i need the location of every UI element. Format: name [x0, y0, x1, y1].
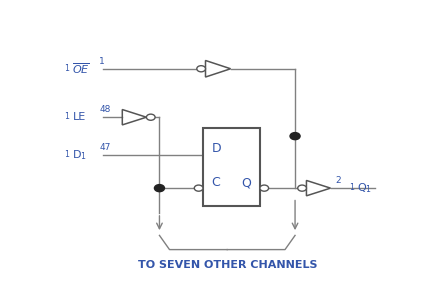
Circle shape — [298, 185, 306, 191]
Text: 2: 2 — [336, 176, 341, 185]
Text: $_1$: $_1$ — [64, 63, 70, 75]
Circle shape — [197, 66, 206, 72]
Text: D: D — [211, 142, 221, 155]
Text: $_1$: $_1$ — [64, 149, 70, 161]
Text: 47: 47 — [99, 143, 111, 152]
Circle shape — [260, 185, 269, 191]
Text: D$_1$: D$_1$ — [73, 148, 87, 162]
Text: 1: 1 — [99, 57, 105, 66]
Bar — [203, 128, 260, 206]
Text: $\overline{OE}$: $\overline{OE}$ — [73, 61, 90, 76]
Circle shape — [146, 114, 155, 120]
Text: $_1$: $_1$ — [64, 111, 70, 123]
Circle shape — [155, 185, 165, 192]
Text: $_1$: $_1$ — [349, 182, 355, 194]
Text: TO SEVEN OTHER CHANNELS: TO SEVEN OTHER CHANNELS — [137, 260, 317, 270]
Text: Q: Q — [241, 176, 251, 189]
Circle shape — [290, 133, 300, 140]
Circle shape — [194, 185, 203, 191]
Text: C: C — [211, 176, 220, 189]
Text: Q$_1$: Q$_1$ — [357, 181, 372, 195]
Text: LE: LE — [73, 112, 86, 122]
Text: 48: 48 — [99, 105, 111, 115]
